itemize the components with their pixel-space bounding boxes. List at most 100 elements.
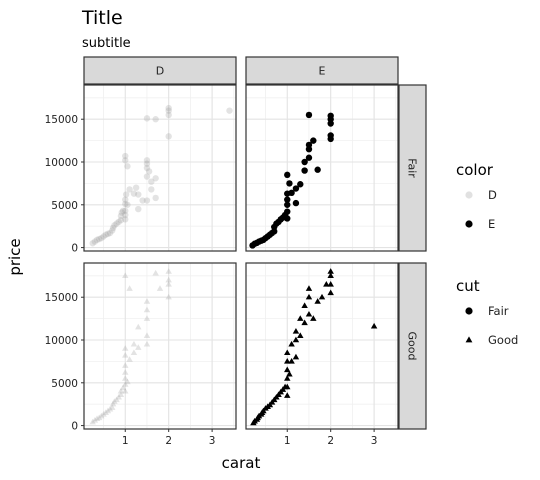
data-point (135, 323, 142, 330)
panel-background (84, 85, 236, 251)
data-point (143, 160, 151, 167)
data-point (301, 158, 308, 166)
chart-subtitle: subtitle (82, 36, 131, 51)
data-point (132, 184, 140, 191)
data-point (314, 166, 321, 173)
data-point (143, 315, 151, 321)
data-point (292, 185, 300, 192)
data-point (124, 201, 131, 208)
panel-border (83, 262, 237, 430)
data-point (124, 378, 131, 385)
data-point (305, 293, 313, 300)
x-tick-label: 1 (284, 435, 291, 447)
strip-label: E (319, 65, 326, 78)
panel-D-Fair (84, 85, 236, 251)
data-point (122, 381, 129, 387)
data-point (106, 405, 114, 412)
y-tick-label: 0 (71, 421, 78, 433)
strip-background (83, 56, 237, 85)
y-tick-label: 15000 (45, 114, 78, 126)
chart-title: Title (81, 7, 123, 29)
data-point (98, 234, 105, 242)
data-point (286, 370, 293, 377)
legend-title: color (456, 161, 494, 179)
data-point (122, 352, 129, 358)
data-point (323, 280, 330, 287)
data-point (113, 396, 120, 403)
data-point (100, 233, 107, 240)
data-point (292, 336, 300, 343)
data-point (122, 345, 129, 351)
data-point (143, 298, 151, 304)
data-point (122, 387, 129, 394)
legend-title: cut (456, 277, 480, 295)
panel-background (246, 85, 398, 251)
legend-key-triangle (465, 336, 473, 343)
data-point (165, 111, 172, 119)
data-point (305, 141, 313, 149)
data-point (135, 205, 142, 213)
data-point (327, 289, 334, 296)
strip-background (245, 56, 399, 85)
data-point (152, 175, 159, 182)
legend-key (465, 307, 473, 315)
data-point (135, 344, 142, 350)
data-point (165, 293, 172, 300)
data-point (288, 340, 295, 347)
data-point (117, 391, 125, 397)
y-tick-label: 10000 (45, 335, 78, 347)
legend-color: color D E (456, 161, 497, 231)
data-point (305, 285, 313, 291)
data-point (118, 209, 125, 216)
data-point (327, 272, 334, 279)
facet-panels (83, 84, 399, 430)
data-point (284, 358, 291, 364)
data-point (115, 393, 122, 400)
data-point (135, 191, 142, 198)
data-point (305, 310, 313, 317)
data-point (126, 186, 133, 193)
data-point (143, 306, 151, 313)
strip-D: D (83, 56, 237, 85)
x-tick-label: 2 (165, 435, 172, 447)
data-point (122, 152, 129, 160)
data-point (143, 197, 151, 204)
legend-label: D (488, 188, 497, 202)
data-point (122, 369, 129, 375)
legend-cut: cut Fair Good (456, 277, 518, 347)
data-point (122, 200, 129, 208)
data-point (96, 235, 103, 243)
data-point (111, 222, 118, 229)
data-point (297, 315, 304, 321)
strip-label: Fair (406, 158, 419, 178)
data-point (165, 280, 172, 287)
data-point (301, 167, 308, 174)
data-point (288, 189, 295, 197)
y-tick-label: 5000 (51, 378, 78, 390)
strip-Good: Good (398, 262, 427, 430)
panel-border (245, 84, 399, 252)
data-point (292, 199, 300, 207)
data-point (126, 356, 133, 362)
data-point (98, 412, 105, 419)
data-point (124, 163, 131, 170)
data-point (284, 383, 291, 390)
data-point (148, 178, 155, 185)
data-point (91, 238, 99, 245)
data-point (327, 112, 334, 120)
y-tick-label: 15000 (45, 292, 78, 304)
data-point (165, 133, 172, 140)
panel-border (245, 262, 399, 430)
data-point (126, 285, 133, 291)
data-point (102, 231, 109, 238)
strip-background (398, 84, 427, 252)
data-point (327, 268, 334, 274)
x-axis-label: carat (222, 454, 261, 472)
data-point (284, 349, 291, 356)
data-point (143, 157, 151, 164)
data-point (102, 409, 109, 415)
data-point (165, 276, 172, 283)
data-point (117, 212, 125, 220)
